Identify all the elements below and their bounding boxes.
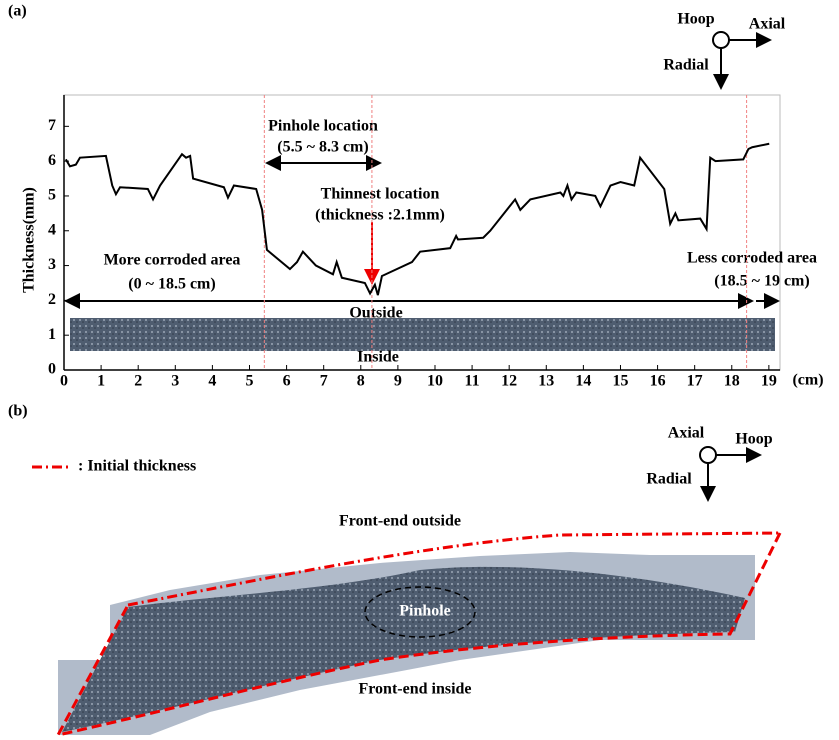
panel-label: (b): [8, 403, 28, 420]
x-tick-label: 18: [724, 373, 740, 390]
y-tick-label: 6: [48, 152, 56, 169]
panel-label: (a): [8, 3, 27, 20]
x-tick-label: 16: [650, 373, 666, 390]
annotation: Front-end inside: [358, 681, 471, 698]
annotation: More corroded area: [104, 252, 241, 269]
initial-thickness: [127, 531, 781, 607]
thickness-line: [64, 142, 770, 296]
annotation: Less corroded area: [687, 250, 817, 267]
y-tick-label: 2: [48, 291, 56, 308]
x-tick-label: 3: [171, 373, 179, 390]
y-tick-label: 3: [48, 256, 56, 273]
x-unit: (cm): [792, 372, 823, 389]
x-tick-label: 15: [612, 373, 628, 390]
icon-label: Axial: [668, 425, 705, 442]
annotation: (thickness :2.1mm): [315, 207, 445, 224]
annotation: (0 ~ 18.5 cm): [128, 276, 215, 293]
initial-thickness: [55, 532, 782, 738]
micrograph: [62, 566, 745, 732]
annotation: Pinhole location: [268, 118, 378, 135]
x-tick-label: 12: [501, 373, 517, 390]
x-tick-label: 0: [60, 373, 68, 390]
x-tick-label: 14: [575, 373, 591, 390]
icon-label: Hoop: [735, 431, 772, 448]
y-tick-label: 5: [48, 187, 56, 204]
icon-label: Axial: [749, 16, 786, 33]
y-axis-label: Thickness(mm): [21, 187, 38, 293]
axes-icon: Axial Hoop Radial: [646, 425, 773, 502]
x-tick-label: 13: [538, 373, 554, 390]
annotation: Inside: [357, 349, 399, 366]
legend-text: : Initial thickness: [78, 458, 196, 475]
x-tick-label: 19: [761, 373, 777, 390]
icon-label: Radial: [646, 471, 692, 488]
y-tick-label: 0: [48, 361, 56, 378]
x-tick-label: 6: [283, 373, 291, 390]
y-tick-label: 4: [48, 221, 56, 238]
y-tick-label: 7: [48, 117, 56, 134]
annotation: (18.5 ~ 19 cm): [714, 273, 809, 290]
x-tick-label: 10: [427, 373, 443, 390]
x-tick-label: 4: [208, 373, 216, 390]
axes-icon: Hoop Axial Radial: [663, 11, 786, 90]
x-tick-label: 11: [465, 373, 480, 390]
icon-label: Hoop: [677, 11, 714, 28]
x-tick-label: 2: [134, 373, 142, 390]
x-tick-label: 8: [357, 373, 365, 390]
x-tick-label: 5: [245, 373, 253, 390]
x-tick-label: 17: [687, 373, 703, 390]
pinhole-outline: [364, 586, 476, 638]
annotation: Pinhole: [399, 603, 451, 620]
annotation: Outside: [349, 305, 402, 322]
annotation: Thinnest location: [321, 186, 440, 203]
annotation: Front-end outside: [339, 513, 461, 530]
x-tick-label: 1: [97, 373, 105, 390]
x-tick-label: 7: [320, 373, 328, 390]
x-tick-label: 9: [394, 373, 402, 390]
y-tick-label: 1: [48, 326, 56, 343]
cross-section-strip: [70, 318, 775, 351]
annotation: (5.5 ~ 8.3 cm): [277, 139, 368, 156]
icon-label: Radial: [663, 57, 709, 74]
